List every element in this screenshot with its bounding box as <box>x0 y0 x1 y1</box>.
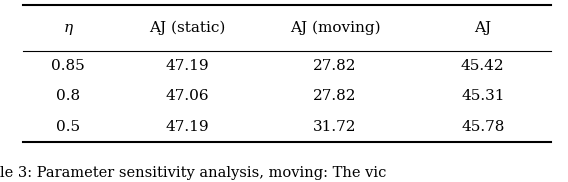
Text: AJ (static): AJ (static) <box>149 21 225 35</box>
Text: 45.42: 45.42 <box>461 59 504 73</box>
Text: AJ: AJ <box>474 21 491 35</box>
Text: 47.19: 47.19 <box>166 59 209 73</box>
Text: 27.82: 27.82 <box>314 90 357 103</box>
Text: η: η <box>64 21 73 35</box>
Text: 47.19: 47.19 <box>166 120 209 134</box>
Text: 0.85: 0.85 <box>51 59 85 73</box>
Text: AJ (moving): AJ (moving) <box>290 21 381 35</box>
Text: 45.31: 45.31 <box>461 90 504 103</box>
Text: 0.5: 0.5 <box>56 120 80 134</box>
Text: 27.82: 27.82 <box>314 59 357 73</box>
Text: 31.72: 31.72 <box>314 120 357 134</box>
Text: 47.06: 47.06 <box>166 90 209 103</box>
Text: 0.8: 0.8 <box>56 90 80 103</box>
Text: 45.78: 45.78 <box>461 120 504 134</box>
Text: le 3: Parameter sensitivity analysis, moving: The vic: le 3: Parameter sensitivity analysis, mo… <box>0 166 386 180</box>
